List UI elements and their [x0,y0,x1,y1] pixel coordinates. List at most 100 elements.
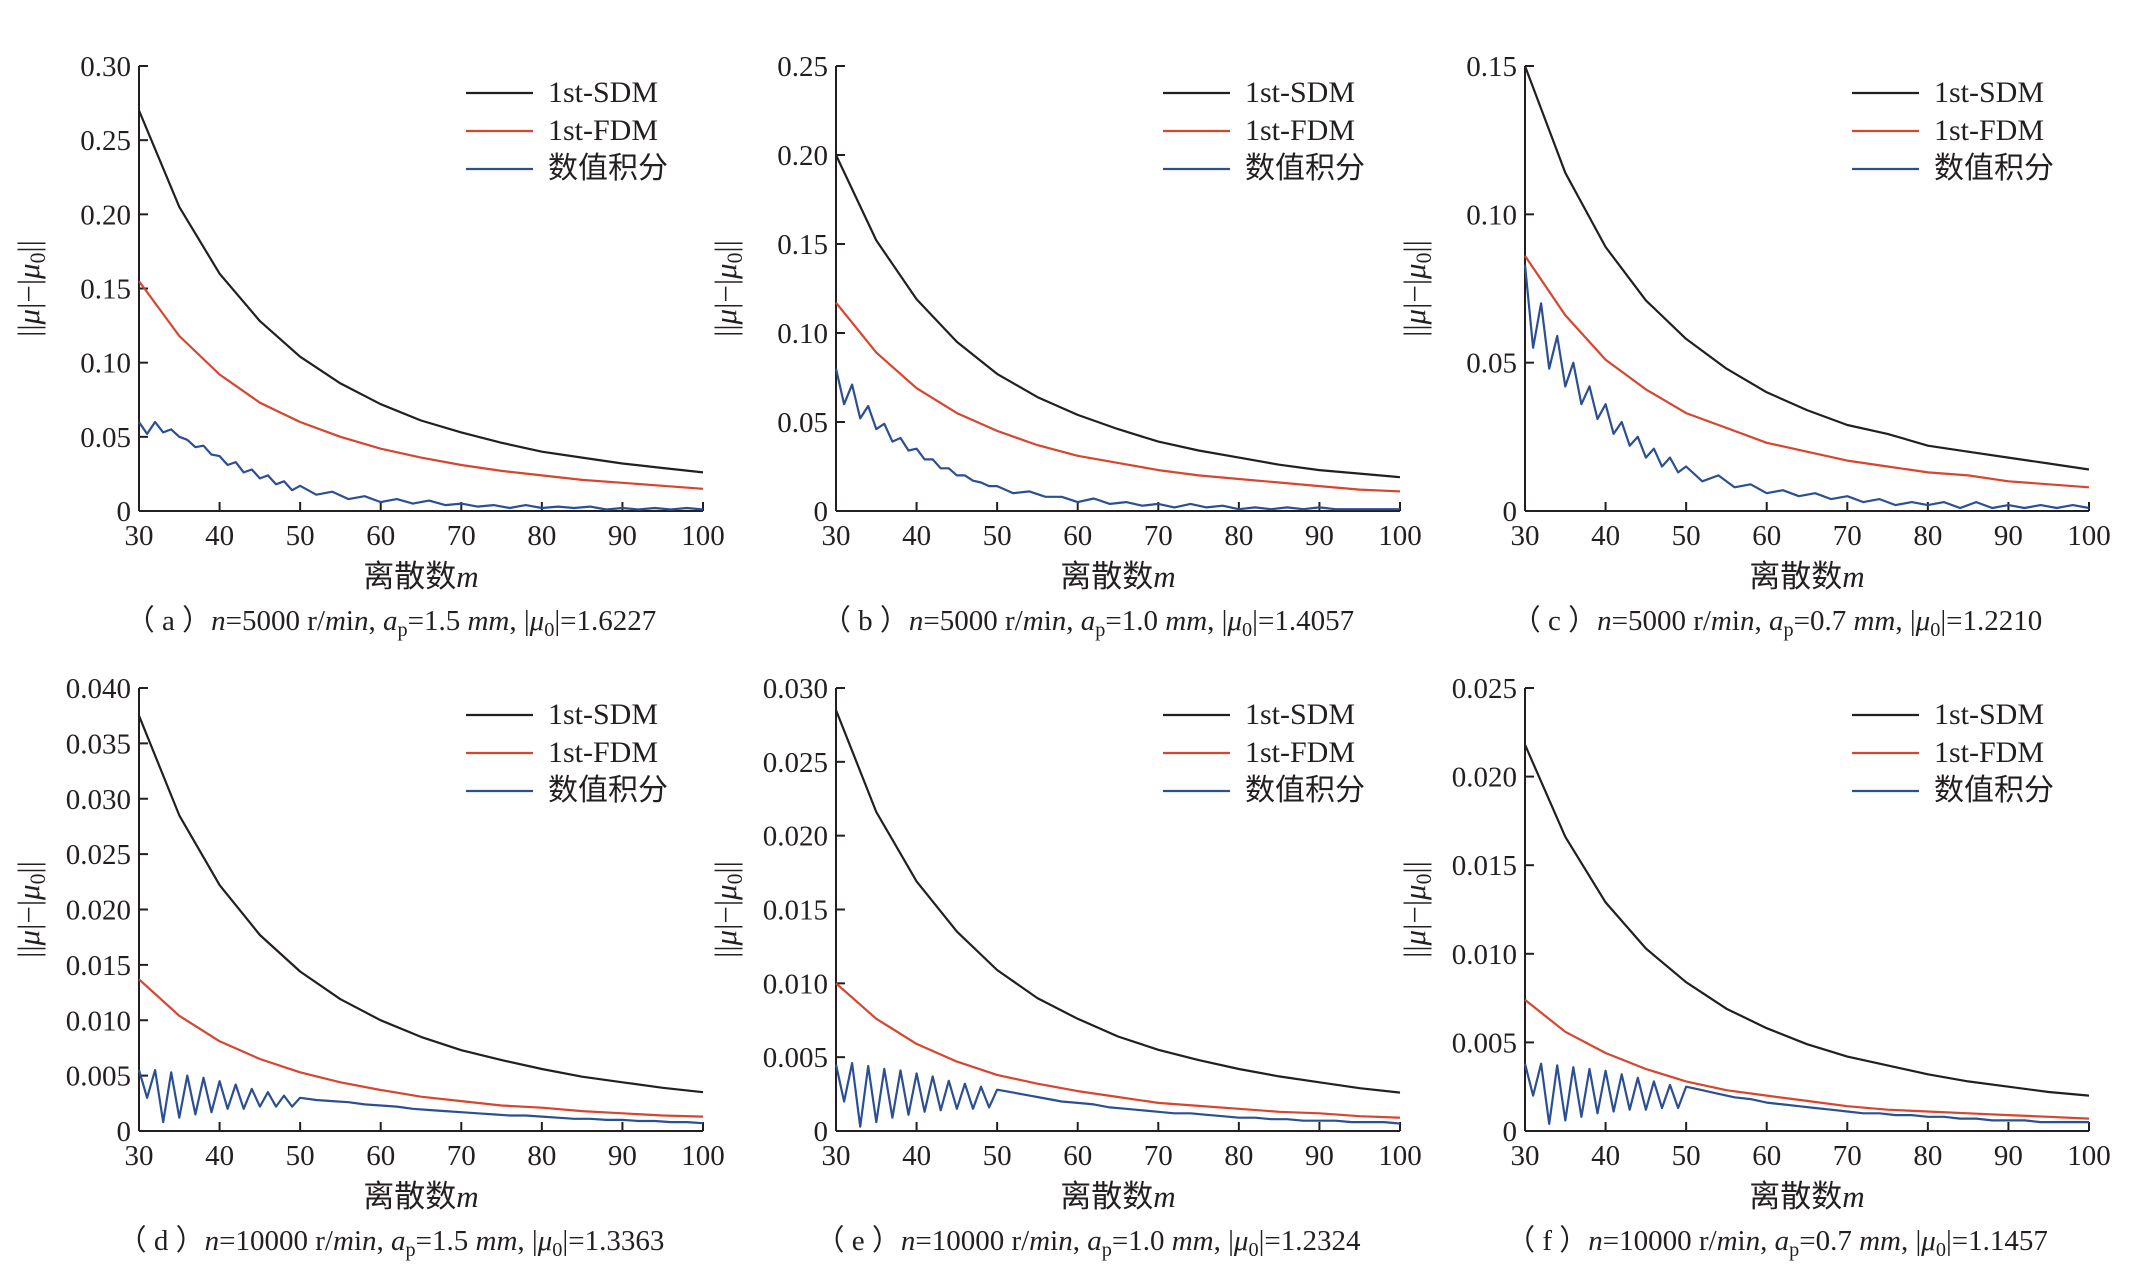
x-tick-label: 100 [1378,520,1422,552]
series-line-fdm [835,982,1401,1119]
legend-label-num: 数值积分 [1934,152,2054,185]
x-tick-label: 80 [1224,520,1253,552]
x-tick-label: 70 [1833,1140,1862,1172]
x-tick-label: 80 [527,520,556,552]
y-axis-label: ||μ|−|μ0​|| [11,861,50,958]
x-tick-label: 30 [822,520,851,552]
y-tick-label: 0.20 [777,140,828,172]
y-tick-label: 0.005 [66,1061,131,1093]
y-tick-label: 0 [1503,496,1518,528]
series-line-num [137,1068,704,1125]
x-tick-label: 80 [527,1140,556,1172]
y-tick-label: 0 [117,496,132,528]
series-line-fdm [138,978,704,1118]
x-tick-label: 100 [681,1140,725,1172]
x-tick-label: 70 [1144,520,1173,552]
x-axis-label: 离散数m [1060,1179,1175,1214]
y-tick-label: 0.010 [66,1005,131,1037]
y-tick-label: 0.25 [777,51,828,83]
x-tick-label: 90 [608,1140,637,1172]
y-tick-label: 0.10 [1466,199,1517,231]
x-axis-label: 离散数m [1749,559,1864,594]
legend-label-sdm: 1st-SDM [548,698,658,731]
x-tick-label: 50 [983,1140,1012,1172]
y-tick-label: 0.015 [1452,850,1517,882]
y-tick-label: 0.25 [80,125,131,157]
y-tick-label: 0.05 [80,422,131,454]
y-tick-label: 0.30 [80,51,131,83]
x-tick-label: 40 [902,520,931,552]
y-tick-label: 0.020 [1452,762,1517,794]
y-tick-label: 0.030 [66,784,131,816]
y-tick-label: 0.010 [1452,939,1517,971]
x-tick-label: 40 [205,1140,234,1172]
chart-panel-d: 0 0.005 0.010 0.015 0.020 0.025 0.030 0.035 0.04… [11,673,725,1261]
panel-caption: （ a ）n=5000 r/min, ap​=1.5 mm, |μ0​|=1.6… [126,605,657,641]
x-tick-label: 80 [1224,1140,1253,1172]
y-tick-label: 0.10 [777,318,828,350]
legend-label-sdm: 1st-SDM [1934,698,2044,731]
chart-panel-e: 0 0.005 0.010 0.015 0.020 0.025 0.030 30 40 50 60 7… [708,673,1422,1261]
legend-label-fdm: 1st-FDM [1245,114,1355,147]
x-tick-label: 60 [1063,520,1092,552]
x-tick-label: 90 [608,520,637,552]
y-tick-label: 0.15 [777,229,828,261]
legend-label-num: 数值积分 [1245,774,1365,807]
series-line-num [1523,264,2090,510]
y-tick-label: 0.015 [763,895,828,927]
x-tick-label: 30 [822,1140,851,1172]
legend-label-sdm: 1st-SDM [548,76,658,109]
panel-caption: （ d ）n=10000 r/min, ap​=1.5 mm, |μ0​|=1.… [118,1225,665,1261]
x-tick-label: 30 [1511,1140,1540,1172]
x-axis-label: 离散数m [363,559,478,594]
x-tick-label: 90 [1305,520,1334,552]
y-tick-label: 0.030 [763,673,828,705]
x-tick-label: 70 [1833,520,1862,552]
y-axis-label: ||μ|−|μ0​|| [1397,861,1436,958]
y-tick-label: 0.15 [1466,51,1517,83]
y-tick-label: 0.020 [763,821,828,853]
series-line-fdm [138,280,704,490]
y-tick-label: 0 [1503,1116,1518,1148]
x-tick-label: 70 [1144,1140,1173,1172]
x-tick-label: 90 [1994,1140,2023,1172]
x-tick-label: 50 [983,520,1012,552]
series-line-sdm [137,110,704,474]
y-tick-label: 0.025 [1452,673,1517,705]
series-line-sdm [834,709,1401,1094]
y-tick-label: 0.10 [80,348,131,380]
y-tick-label: 0.010 [763,968,828,1000]
legend-label-fdm: 1st-FDM [548,736,658,769]
x-axis-label: 离散数m [363,1179,478,1214]
y-tick-label: 0 [117,1116,132,1148]
panel-caption: （ f ）n=10000 r/min, ap​=0.7 mm, |μ0​|=1.… [1506,1225,2048,1261]
x-tick-label: 40 [205,520,234,552]
legend-label-num: 数值积分 [1245,152,1365,185]
y-tick-label: 0.025 [763,747,828,779]
panel-caption: （ e ）n=10000 r/min, ap​=1.0 mm, |μ0​|=1.… [815,1225,1361,1261]
series-line-sdm [137,715,704,1094]
y-tick-label: 0.020 [66,895,131,927]
x-tick-label: 100 [2067,1140,2111,1172]
y-axis-label: ||μ|−|μ0​|| [11,240,50,337]
x-tick-label: 100 [2067,520,2111,552]
y-axis-label: ||μ|−|μ0​|| [1397,240,1436,337]
y-tick-label: 0.005 [1452,1027,1517,1059]
y-tick-label: 0.005 [763,1042,828,1074]
legend-label-num: 数值积分 [548,152,668,185]
chart-panel-f: 0 0.005 0.010 0.015 0.020 0.025 30 40 50 60 70 80 90… [1397,673,2111,1261]
chart-panel-a: 0 0.05 0.10 0.15 0.20 0.25 0.30 30 40 50 60 70 80 90 1… [11,51,725,641]
y-tick-label: 0.05 [1466,348,1517,380]
y-tick-label: 0.040 [66,673,131,705]
y-tick-label: 0.20 [80,199,131,231]
x-tick-label: 90 [1305,1140,1334,1172]
x-tick-label: 50 [286,1140,315,1172]
y-tick-label: 0.05 [777,407,828,439]
series-line-num [138,420,704,511]
y-tick-label: 0 [814,1116,829,1148]
x-tick-label: 40 [1591,520,1620,552]
y-axis-label: ||μ|−|μ0​|| [708,240,747,337]
y-tick-label: 0.025 [66,839,131,871]
panel-caption: （ b ）n=5000 r/min, ap​=1.0 mm, |μ0​|=1.4… [822,605,1354,641]
legend-label-fdm: 1st-FDM [1245,736,1355,769]
